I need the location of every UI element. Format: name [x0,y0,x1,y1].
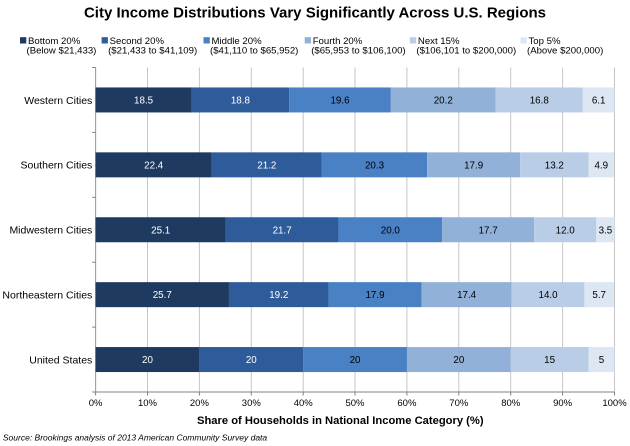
svg-text:Middle 20%: Middle 20% [212,36,263,47]
svg-text:18.5: 18.5 [134,95,154,106]
svg-text:21.7: 21.7 [273,225,292,236]
svg-text:17.9: 17.9 [365,290,384,301]
svg-text:Western Cities: Western Cities [24,95,92,107]
svg-text:($21,433 to $41,109): ($21,433 to $41,109) [108,45,197,56]
svg-text:25.7: 25.7 [153,290,172,301]
svg-text:12.0: 12.0 [556,225,576,236]
svg-text:(Below $21,433): (Below $21,433) [27,45,97,56]
svg-text:20: 20 [350,355,361,366]
svg-text:($106,101 to $200,000): ($106,101 to $200,000) [416,45,516,56]
svg-text:20.0: 20.0 [381,225,401,236]
svg-text:0%: 0% [89,398,103,409]
svg-text:21.2: 21.2 [257,160,276,171]
svg-text:10%: 10% [138,398,158,409]
svg-text:($65,953 to $106,100): ($65,953 to $106,100) [311,45,405,56]
svg-text:17.4: 17.4 [457,290,477,301]
svg-text:30%: 30% [242,398,262,409]
svg-text:19.2: 19.2 [269,290,288,301]
svg-text:Share of Households in Nationa: Share of Households in National Income C… [197,415,484,427]
svg-text:16.8: 16.8 [530,95,550,106]
svg-text:20.2: 20.2 [434,95,453,106]
svg-text:18.8: 18.8 [231,95,251,106]
svg-text:20%: 20% [190,398,210,409]
svg-text:100%: 100% [602,398,627,409]
svg-text:20: 20 [142,355,153,366]
svg-text:City Income Distributions Vary: City Income Distributions Vary Significa… [84,5,546,22]
svg-text:20: 20 [246,355,257,366]
svg-text:Top 5%: Top 5% [529,36,561,47]
svg-text:15: 15 [544,355,555,366]
svg-text:80%: 80% [501,398,521,409]
svg-text:14.0: 14.0 [539,290,559,301]
svg-text:Midwestern Cities: Midwestern Cities [9,225,92,237]
svg-text:5.7: 5.7 [592,290,606,301]
svg-text:20.3: 20.3 [365,160,385,171]
svg-text:Next 15%: Next 15% [418,36,460,47]
svg-text:17.7: 17.7 [479,225,498,236]
svg-text:Fourth 20%: Fourth 20% [313,36,363,47]
svg-text:90%: 90% [553,398,573,409]
svg-text:25.1: 25.1 [151,225,170,236]
svg-text:Northeastern Cities: Northeastern Cities [2,289,92,301]
svg-text:3.5: 3.5 [599,225,613,236]
svg-text:Source: Brookings analysis of: Source: Brookings analysis of 2013 Ameri… [3,433,268,443]
svg-text:13.2: 13.2 [545,160,564,171]
svg-text:70%: 70% [449,398,469,409]
svg-text:19.6: 19.6 [330,95,350,106]
svg-text:20: 20 [453,355,464,366]
svg-text:Southern Cities: Southern Cities [21,160,93,172]
svg-text:Second 20%: Second 20% [110,36,165,47]
svg-text:(Above $200,000): (Above $200,000) [527,45,603,56]
svg-text:Bottom 20%: Bottom 20% [28,36,81,47]
svg-text:5: 5 [599,355,605,366]
svg-text:United States: United States [29,354,92,366]
svg-text:22.4: 22.4 [144,160,164,171]
svg-text:4.9: 4.9 [594,160,608,171]
svg-text:40%: 40% [294,398,314,409]
svg-text:17.9: 17.9 [464,160,483,171]
svg-text:50%: 50% [345,398,365,409]
svg-text:60%: 60% [397,398,417,409]
svg-text:($41,110 to $65,952): ($41,110 to $65,952) [210,45,298,56]
svg-text:6.1: 6.1 [592,95,606,106]
